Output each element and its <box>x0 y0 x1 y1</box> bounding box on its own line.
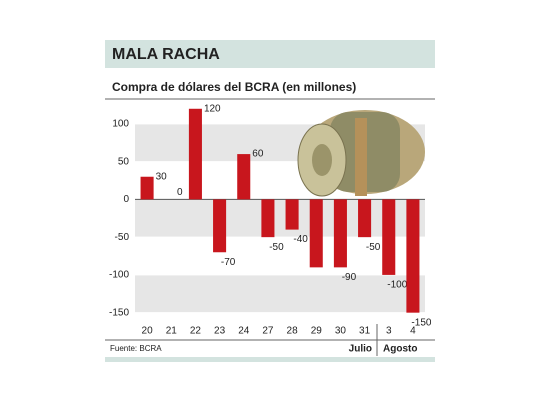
y-tick-label: -50 <box>115 232 130 243</box>
data-label: 120 <box>204 103 221 114</box>
y-tick-label: 100 <box>112 119 129 130</box>
data-label: 30 <box>156 171 168 182</box>
y-tick-label: -150 <box>109 307 129 318</box>
x-tick-label: 23 <box>214 326 226 337</box>
x-tick-label: 21 <box>166 326 178 337</box>
y-tick-label: -100 <box>109 270 129 281</box>
x-tick-label: 29 <box>311 326 323 337</box>
x-tick-label: 27 <box>262 326 274 337</box>
x-tick-label: 4 <box>410 326 416 337</box>
bar <box>237 154 251 200</box>
background-band <box>135 199 425 238</box>
x-tick-label: 31 <box>359 326 371 337</box>
source: Fuente: BCRA <box>110 344 162 353</box>
footer-band <box>105 357 435 362</box>
y-tick-label: 50 <box>118 156 130 167</box>
bar <box>406 199 420 313</box>
x-tick-label: 22 <box>190 326 202 337</box>
x-tick-label: 20 <box>142 326 154 337</box>
bar <box>213 199 227 253</box>
data-label: -50 <box>269 242 284 253</box>
y-tick-label: 0 <box>123 194 129 205</box>
money-roll <box>297 110 425 197</box>
bar <box>333 199 347 268</box>
bar <box>261 199 275 238</box>
x-tick-label: 3 <box>386 326 392 337</box>
data-label: 0 <box>177 187 183 198</box>
data-label: -100 <box>387 280 407 291</box>
month-label: Julio <box>349 344 372 355</box>
bar <box>309 199 323 268</box>
data-label: -150 <box>411 317 431 328</box>
bar <box>358 199 372 238</box>
bar <box>188 108 202 200</box>
data-label: -90 <box>342 272 357 283</box>
header-band <box>105 40 435 68</box>
chart-title: MALA RACHA <box>112 46 220 63</box>
bar <box>382 199 396 275</box>
x-tick-label: 24 <box>238 326 250 337</box>
x-tick-label: 28 <box>287 326 299 337</box>
data-label: -70 <box>221 257 236 268</box>
data-label: 60 <box>252 149 264 160</box>
x-tick-label: 30 <box>335 326 347 337</box>
bar <box>285 199 299 230</box>
data-label: -50 <box>366 242 381 253</box>
month-label: Agosto <box>383 344 417 355</box>
background-band <box>135 274 425 313</box>
bar <box>140 176 154 200</box>
chart-subtitle: Compra de dólares del BCRA (en millones) <box>112 80 356 94</box>
data-label: -40 <box>293 234 308 245</box>
